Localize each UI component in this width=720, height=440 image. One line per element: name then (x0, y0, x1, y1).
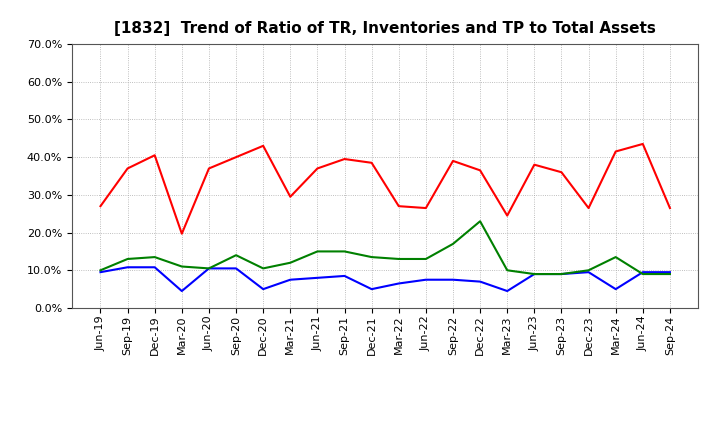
Trade Payables (341, 249, 349, 254)
Trade Receivables (341, 156, 349, 161)
Trade Payables (150, 254, 159, 260)
Trade Receivables (313, 166, 322, 171)
Trade Receivables (611, 149, 620, 154)
Trade Payables (313, 249, 322, 254)
Inventories (150, 264, 159, 270)
Inventories (123, 264, 132, 270)
Inventories (395, 281, 403, 286)
Trade Payables (557, 271, 566, 277)
Trade Receivables (96, 204, 105, 209)
Inventories (286, 277, 294, 282)
Inventories (665, 270, 674, 275)
Trade Receivables (232, 154, 240, 160)
Trade Receivables (503, 213, 511, 218)
Inventories (449, 277, 457, 282)
Trade Payables (367, 254, 376, 260)
Trade Receivables (476, 168, 485, 173)
Trade Receivables (530, 162, 539, 167)
Trade Payables (395, 257, 403, 262)
Title: [1832]  Trend of Ratio of TR, Inventories and TP to Total Assets: [1832] Trend of Ratio of TR, Inventories… (114, 21, 656, 36)
Trade Payables (611, 254, 620, 260)
Inventories (96, 270, 105, 275)
Trade Payables (123, 257, 132, 262)
Line: Inventories: Inventories (101, 267, 670, 291)
Trade Receivables (286, 194, 294, 199)
Trade Payables (178, 264, 186, 269)
Trade Payables (530, 271, 539, 277)
Inventories (178, 288, 186, 293)
Line: Trade Payables: Trade Payables (101, 221, 670, 274)
Inventories (503, 288, 511, 293)
Inventories (341, 273, 349, 279)
Trade Payables (286, 260, 294, 265)
Inventories (204, 266, 213, 271)
Trade Receivables (421, 205, 430, 211)
Inventories (639, 270, 647, 275)
Trade Receivables (259, 143, 268, 148)
Trade Payables (665, 271, 674, 277)
Trade Receivables (557, 169, 566, 175)
Trade Payables (232, 253, 240, 258)
Trade Receivables (449, 158, 457, 164)
Trade Receivables (584, 205, 593, 211)
Inventories (232, 266, 240, 271)
Inventories (259, 286, 268, 292)
Inventories (367, 286, 376, 292)
Trade Payables (584, 268, 593, 273)
Trade Receivables (665, 205, 674, 211)
Trade Receivables (395, 204, 403, 209)
Trade Payables (449, 241, 457, 246)
Inventories (313, 275, 322, 280)
Trade Receivables (204, 166, 213, 171)
Trade Payables (639, 271, 647, 277)
Inventories (611, 286, 620, 292)
Inventories (557, 271, 566, 277)
Trade Payables (204, 266, 213, 271)
Inventories (421, 277, 430, 282)
Trade Receivables (639, 141, 647, 147)
Trade Receivables (178, 231, 186, 236)
Trade Payables (503, 268, 511, 273)
Inventories (584, 270, 593, 275)
Trade Payables (421, 257, 430, 262)
Trade Receivables (123, 166, 132, 171)
Line: Trade Receivables: Trade Receivables (101, 144, 670, 234)
Trade Receivables (150, 153, 159, 158)
Inventories (476, 279, 485, 284)
Trade Receivables (367, 160, 376, 165)
Inventories (530, 271, 539, 277)
Trade Payables (96, 268, 105, 273)
Trade Payables (476, 219, 485, 224)
Trade Payables (259, 266, 268, 271)
